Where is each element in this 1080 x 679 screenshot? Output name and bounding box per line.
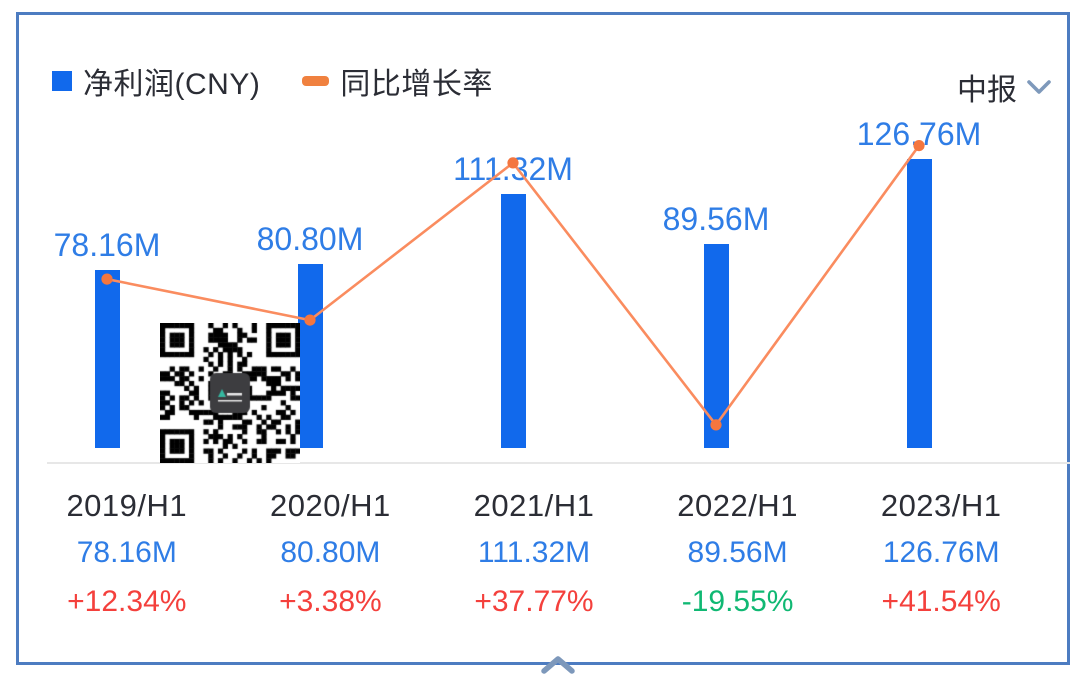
table-column-2021-h1: 2021/H1 111.32M +37.77% <box>432 489 636 618</box>
legend-item-growth-rate[interactable]: 同比增长率 <box>302 59 493 103</box>
bar-value-label: 126.76M <box>856 116 982 152</box>
table-column-2019-h1: 2019/H1 78.16M +12.34% <box>25 489 229 618</box>
bar-2023-h1[interactable] <box>907 159 932 448</box>
growth-cell: +37.77% <box>474 585 594 618</box>
legend-item-net-profit[interactable]: 净利润(CNY) <box>52 59 260 103</box>
value-cell: 111.32M <box>477 536 591 569</box>
period-selector-value: 中报 <box>957 74 1017 107</box>
growth-cell: -19.55% <box>681 585 794 618</box>
value-cell: 80.80M <box>280 536 381 569</box>
x-axis-line <box>47 462 1070 464</box>
bar-2020-h1[interactable] <box>298 264 323 448</box>
table-column-2023-h1: 2023/H1 126.76M +41.54% <box>839 489 1043 618</box>
legend-label-net-profit: 净利润(CNY) <box>83 68 261 101</box>
table-column-2022-h1: 2022/H1 89.56M -19.55% <box>636 489 840 618</box>
growth-cell: +41.54% <box>881 585 1001 618</box>
bar-2019-h1[interactable] <box>95 270 120 448</box>
value-cell: 126.76M <box>882 536 1000 569</box>
value-cell: 89.56M <box>687 536 788 569</box>
period-selector[interactable]: 中报 <box>957 65 1052 109</box>
bar-value-label: 89.56M <box>662 201 770 237</box>
period-cell: 2023/H1 <box>880 488 1002 523</box>
qr-code <box>160 323 300 463</box>
legend: 净利润(CNY) 同比增长率 <box>52 59 493 103</box>
line-series-swatch-icon <box>302 76 330 86</box>
period-cell: 2022/H1 <box>677 488 798 523</box>
period-cell: 2021/H1 <box>473 488 595 523</box>
period-cell: 2019/H1 <box>66 488 188 523</box>
chevron-up-icon <box>541 656 575 674</box>
collapse-button[interactable] <box>528 651 588 679</box>
bar-value-label: 78.16M <box>53 227 161 263</box>
data-table: 2019/H1 78.16M +12.34% 2020/H1 80.80M +3.38% 2… <box>25 489 1043 618</box>
bar-2022-h1[interactable] <box>704 244 729 448</box>
table-column-2020-h1: 2020/H1 80.80M +3.38% <box>229 489 433 618</box>
bar-series-swatch-icon <box>52 71 72 91</box>
chart-card: 净利润(CNY) 同比增长率 中报 78.16M 80.80M 111.32M 89.… <box>16 12 1070 674</box>
growth-cell: +12.34% <box>67 585 187 618</box>
value-cell: 78.16M <box>76 536 177 569</box>
legend-label-growth-rate: 同比增长率 <box>340 68 493 101</box>
period-cell: 2020/H1 <box>270 488 391 523</box>
chevron-down-icon <box>1027 80 1051 94</box>
bar-value-label: 80.80M <box>256 221 364 257</box>
bar-2021-h1[interactable] <box>501 194 526 448</box>
growth-cell: +3.38% <box>279 585 382 618</box>
bar-value-label: 111.32M <box>453 151 573 187</box>
